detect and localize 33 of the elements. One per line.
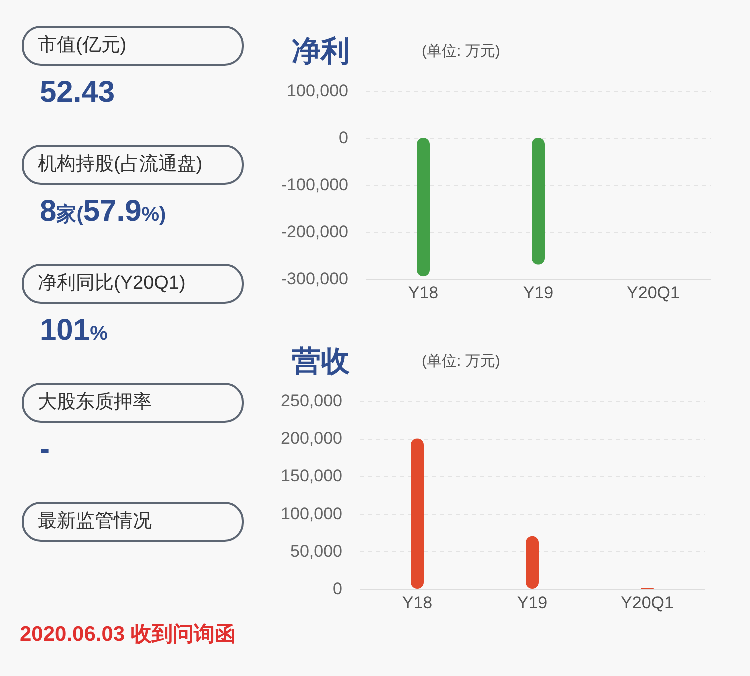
text: - bbox=[40, 433, 50, 466]
text: 2020.06.03 收到问询函 bbox=[20, 622, 236, 648]
text: 大股东质押率 bbox=[22, 383, 244, 423]
chart-title: 营收 bbox=[292, 345, 350, 380]
y-tick-label: 100,000 bbox=[287, 82, 348, 100]
text: 净利同比(Y20Q1) bbox=[22, 264, 244, 304]
y-tick-label: -200,000 bbox=[281, 222, 348, 242]
text: 52.43 bbox=[40, 76, 116, 110]
x-tick-label: Y20Q1 bbox=[627, 284, 680, 302]
y-tick-label: -100,000 bbox=[281, 176, 348, 194]
bar bbox=[526, 536, 539, 589]
y-tick-label: 0 bbox=[333, 580, 342, 598]
bar bbox=[411, 438, 424, 589]
x-tick-label: Y18 bbox=[408, 284, 439, 302]
chart-subtitle: (单位: 万元) bbox=[422, 352, 500, 371]
y-tick-label: 200,000 bbox=[281, 429, 342, 448]
text: 市值(亿元) bbox=[22, 26, 244, 66]
text: 最新监管情况 bbox=[22, 502, 244, 542]
y-tick-label: 150,000 bbox=[281, 466, 342, 486]
y-tick-label: 50,000 bbox=[290, 542, 342, 561]
text: 8家(57.9%) bbox=[40, 195, 166, 229]
text: 101% bbox=[40, 314, 108, 348]
x-tick-label: Y20Q1 bbox=[621, 594, 674, 612]
y-tick-label: 100,000 bbox=[281, 504, 342, 524]
text: 机构持股(占流通盘) bbox=[22, 145, 244, 185]
x-tick-label: Y18 bbox=[402, 594, 433, 612]
x-tick-label: Y19 bbox=[523, 284, 554, 302]
y-tick-label: 0 bbox=[339, 128, 348, 148]
x-tick-label: Y19 bbox=[517, 594, 548, 612]
y-tick-label: 250,000 bbox=[281, 392, 342, 410]
chart-title: 净利 bbox=[292, 35, 350, 70]
chart-subtitle: (单位: 万元) bbox=[422, 42, 500, 61]
y-tick-label: -300,000 bbox=[281, 270, 348, 288]
